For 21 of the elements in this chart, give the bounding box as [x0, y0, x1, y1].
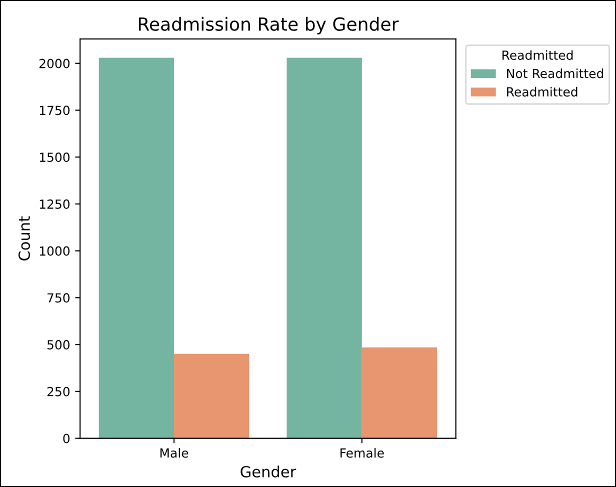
bar: [98, 58, 174, 438]
y-tick-label: 2000: [39, 58, 70, 68]
bar: [362, 347, 438, 438]
bar: [286, 58, 362, 438]
y-tick-label: 500: [47, 340, 70, 350]
y-tick-label: 1500: [40, 152, 70, 162]
legend-title: Readmitted: [502, 50, 573, 60]
x-tick-label: Female: [340, 448, 384, 458]
y-tick-label: 1000: [40, 246, 70, 256]
x-axis-title: Gender: [240, 466, 296, 478]
y-tick-label: 1750: [40, 106, 70, 116]
bar: [174, 354, 250, 438]
chart-title: Readmission Rate by Gender: [138, 16, 399, 34]
y-axis-title: Count: [18, 216, 30, 260]
legend-label: Not Readmitted: [507, 68, 604, 78]
x-tick-label: Male: [160, 448, 188, 458]
y-tick-label: 0: [63, 434, 70, 444]
y-tick-label: 250: [47, 386, 70, 396]
y-tick-label: 750: [48, 293, 70, 303]
legend-label: Readmitted: [507, 86, 578, 97]
y-tick-label: 1250: [40, 199, 70, 209]
